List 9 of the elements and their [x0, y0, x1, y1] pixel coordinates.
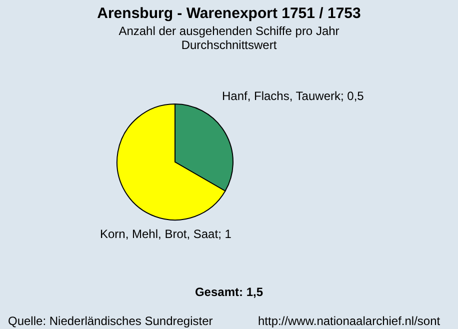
data-label: ; 1 — [218, 227, 232, 241]
chart-title: Arensburg - Warenexport 1751 / 1753 — [97, 5, 361, 22]
text: Gesamt: 1,5 — [194, 285, 264, 299]
data-label: ; 0,5 — [340, 89, 364, 103]
slice-label: Hanf, Flachs, Tauwerk — [222, 89, 342, 103]
text: http://www.nationaalarchief.nl/sont — [258, 314, 441, 328]
slice-label: Korn, Mehl, Brot, Saat — [100, 227, 219, 241]
source-note: Quelle: Niederländisches Sundregister — [8, 314, 213, 328]
chart-subtitle: Anzahl der ausgehenden Schiffe pro Jahr Durchschnittswert — [118, 24, 340, 52]
